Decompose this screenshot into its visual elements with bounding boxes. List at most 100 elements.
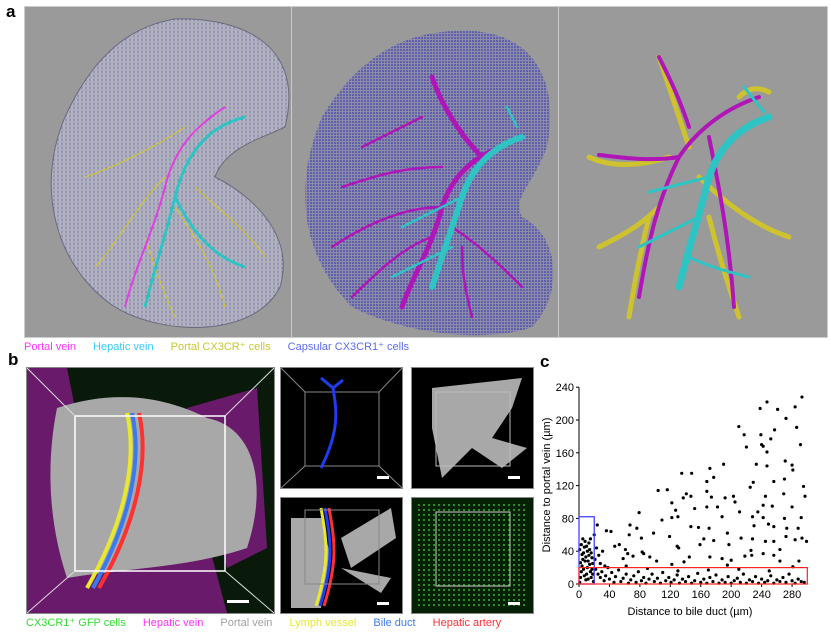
data-point xyxy=(725,563,729,567)
x-tick-label: 280 xyxy=(783,589,801,601)
highlight-box xyxy=(578,567,808,585)
data-point xyxy=(696,571,700,575)
data-point xyxy=(672,578,676,582)
data-point xyxy=(796,577,800,581)
data-point xyxy=(602,579,606,583)
data-point xyxy=(726,575,730,579)
panel-b-label: b xyxy=(8,350,19,369)
x-axis-title: Distance to bile duct (µm) xyxy=(628,606,753,618)
data-point xyxy=(598,561,602,566)
legend-hepatic-artery: Hepatic artery xyxy=(432,617,502,629)
data-point xyxy=(720,578,724,582)
data-point xyxy=(689,525,693,529)
legend-gfp-cells: CX3CR1⁺ GFP cells xyxy=(26,617,126,629)
y-tick-label: 160 xyxy=(556,448,574,460)
data-point xyxy=(784,534,788,539)
data-point xyxy=(784,580,788,584)
data-point xyxy=(675,573,679,577)
legend-bile-duct: Bile duct xyxy=(373,617,416,629)
data-point xyxy=(721,462,726,466)
data-point xyxy=(613,575,618,579)
data-point xyxy=(799,515,803,520)
data-point xyxy=(589,575,593,580)
data-point xyxy=(739,536,743,540)
data-point xyxy=(778,579,782,584)
data-point xyxy=(761,515,765,520)
data-point xyxy=(636,570,640,574)
data-point xyxy=(706,568,710,572)
data-point xyxy=(676,515,680,519)
legend-portal-vein: Portal vein xyxy=(220,617,273,629)
data-point xyxy=(750,515,755,519)
data-point xyxy=(787,572,791,576)
data-point xyxy=(772,525,776,529)
data-point xyxy=(752,524,756,528)
x-tick-label: 160 xyxy=(692,589,710,601)
data-point xyxy=(686,575,691,579)
data-point xyxy=(796,526,800,530)
data-point xyxy=(693,579,697,583)
data-point xyxy=(588,537,593,541)
data-point xyxy=(669,580,673,584)
data-point xyxy=(708,466,712,470)
data-point xyxy=(642,552,646,556)
x-tick-label: 80 xyxy=(634,589,646,601)
legend-lymph-vessel: Lymph vessel xyxy=(289,617,357,629)
data-point xyxy=(708,575,712,580)
data-point xyxy=(761,444,765,448)
data-point xyxy=(652,579,656,584)
data-point xyxy=(729,558,733,562)
data-point xyxy=(650,572,654,576)
data-point xyxy=(681,496,685,500)
y-tick-label: 240 xyxy=(556,382,574,394)
data-point xyxy=(583,559,587,563)
liver-render-capsule-view xyxy=(24,6,292,338)
data-point xyxy=(743,554,747,558)
data-point xyxy=(580,564,584,568)
data-point xyxy=(738,580,742,584)
data-point xyxy=(782,492,786,496)
portal-vein-render xyxy=(411,367,534,489)
data-point xyxy=(624,564,628,568)
data-point xyxy=(578,575,583,580)
data-point xyxy=(590,556,594,560)
data-point xyxy=(763,580,767,584)
data-point xyxy=(590,567,594,571)
data-point xyxy=(579,543,583,547)
data-point xyxy=(621,576,625,580)
data-point xyxy=(708,555,712,559)
data-point xyxy=(782,477,787,481)
data-point xyxy=(670,515,674,520)
data-point xyxy=(720,515,724,519)
data-point xyxy=(772,553,776,557)
data-point xyxy=(664,579,668,583)
data-point xyxy=(709,495,714,499)
legend-hepatic-vein: Hepatic vein xyxy=(142,617,204,629)
data-point xyxy=(581,567,586,571)
data-point xyxy=(655,559,659,563)
data-point xyxy=(702,537,706,541)
data-point xyxy=(628,523,632,527)
data-point xyxy=(737,424,741,429)
x-tick-label: 40 xyxy=(603,589,615,601)
data-point xyxy=(778,559,782,563)
data-point xyxy=(687,555,691,559)
data-point xyxy=(642,575,646,580)
data-point xyxy=(765,400,769,404)
data-point xyxy=(707,526,711,530)
data-point xyxy=(804,539,809,543)
data-point xyxy=(749,548,753,552)
data-point xyxy=(607,577,612,581)
data-point xyxy=(731,494,736,498)
data-point xyxy=(765,464,769,468)
data-point xyxy=(705,479,709,484)
data-point xyxy=(772,428,777,432)
data-point xyxy=(790,463,794,467)
data-point xyxy=(793,538,797,542)
data-point xyxy=(634,580,638,584)
data-point xyxy=(785,526,789,530)
data-point xyxy=(587,553,591,557)
data-point xyxy=(747,578,752,582)
data-point xyxy=(647,577,651,581)
data-point xyxy=(690,471,694,475)
